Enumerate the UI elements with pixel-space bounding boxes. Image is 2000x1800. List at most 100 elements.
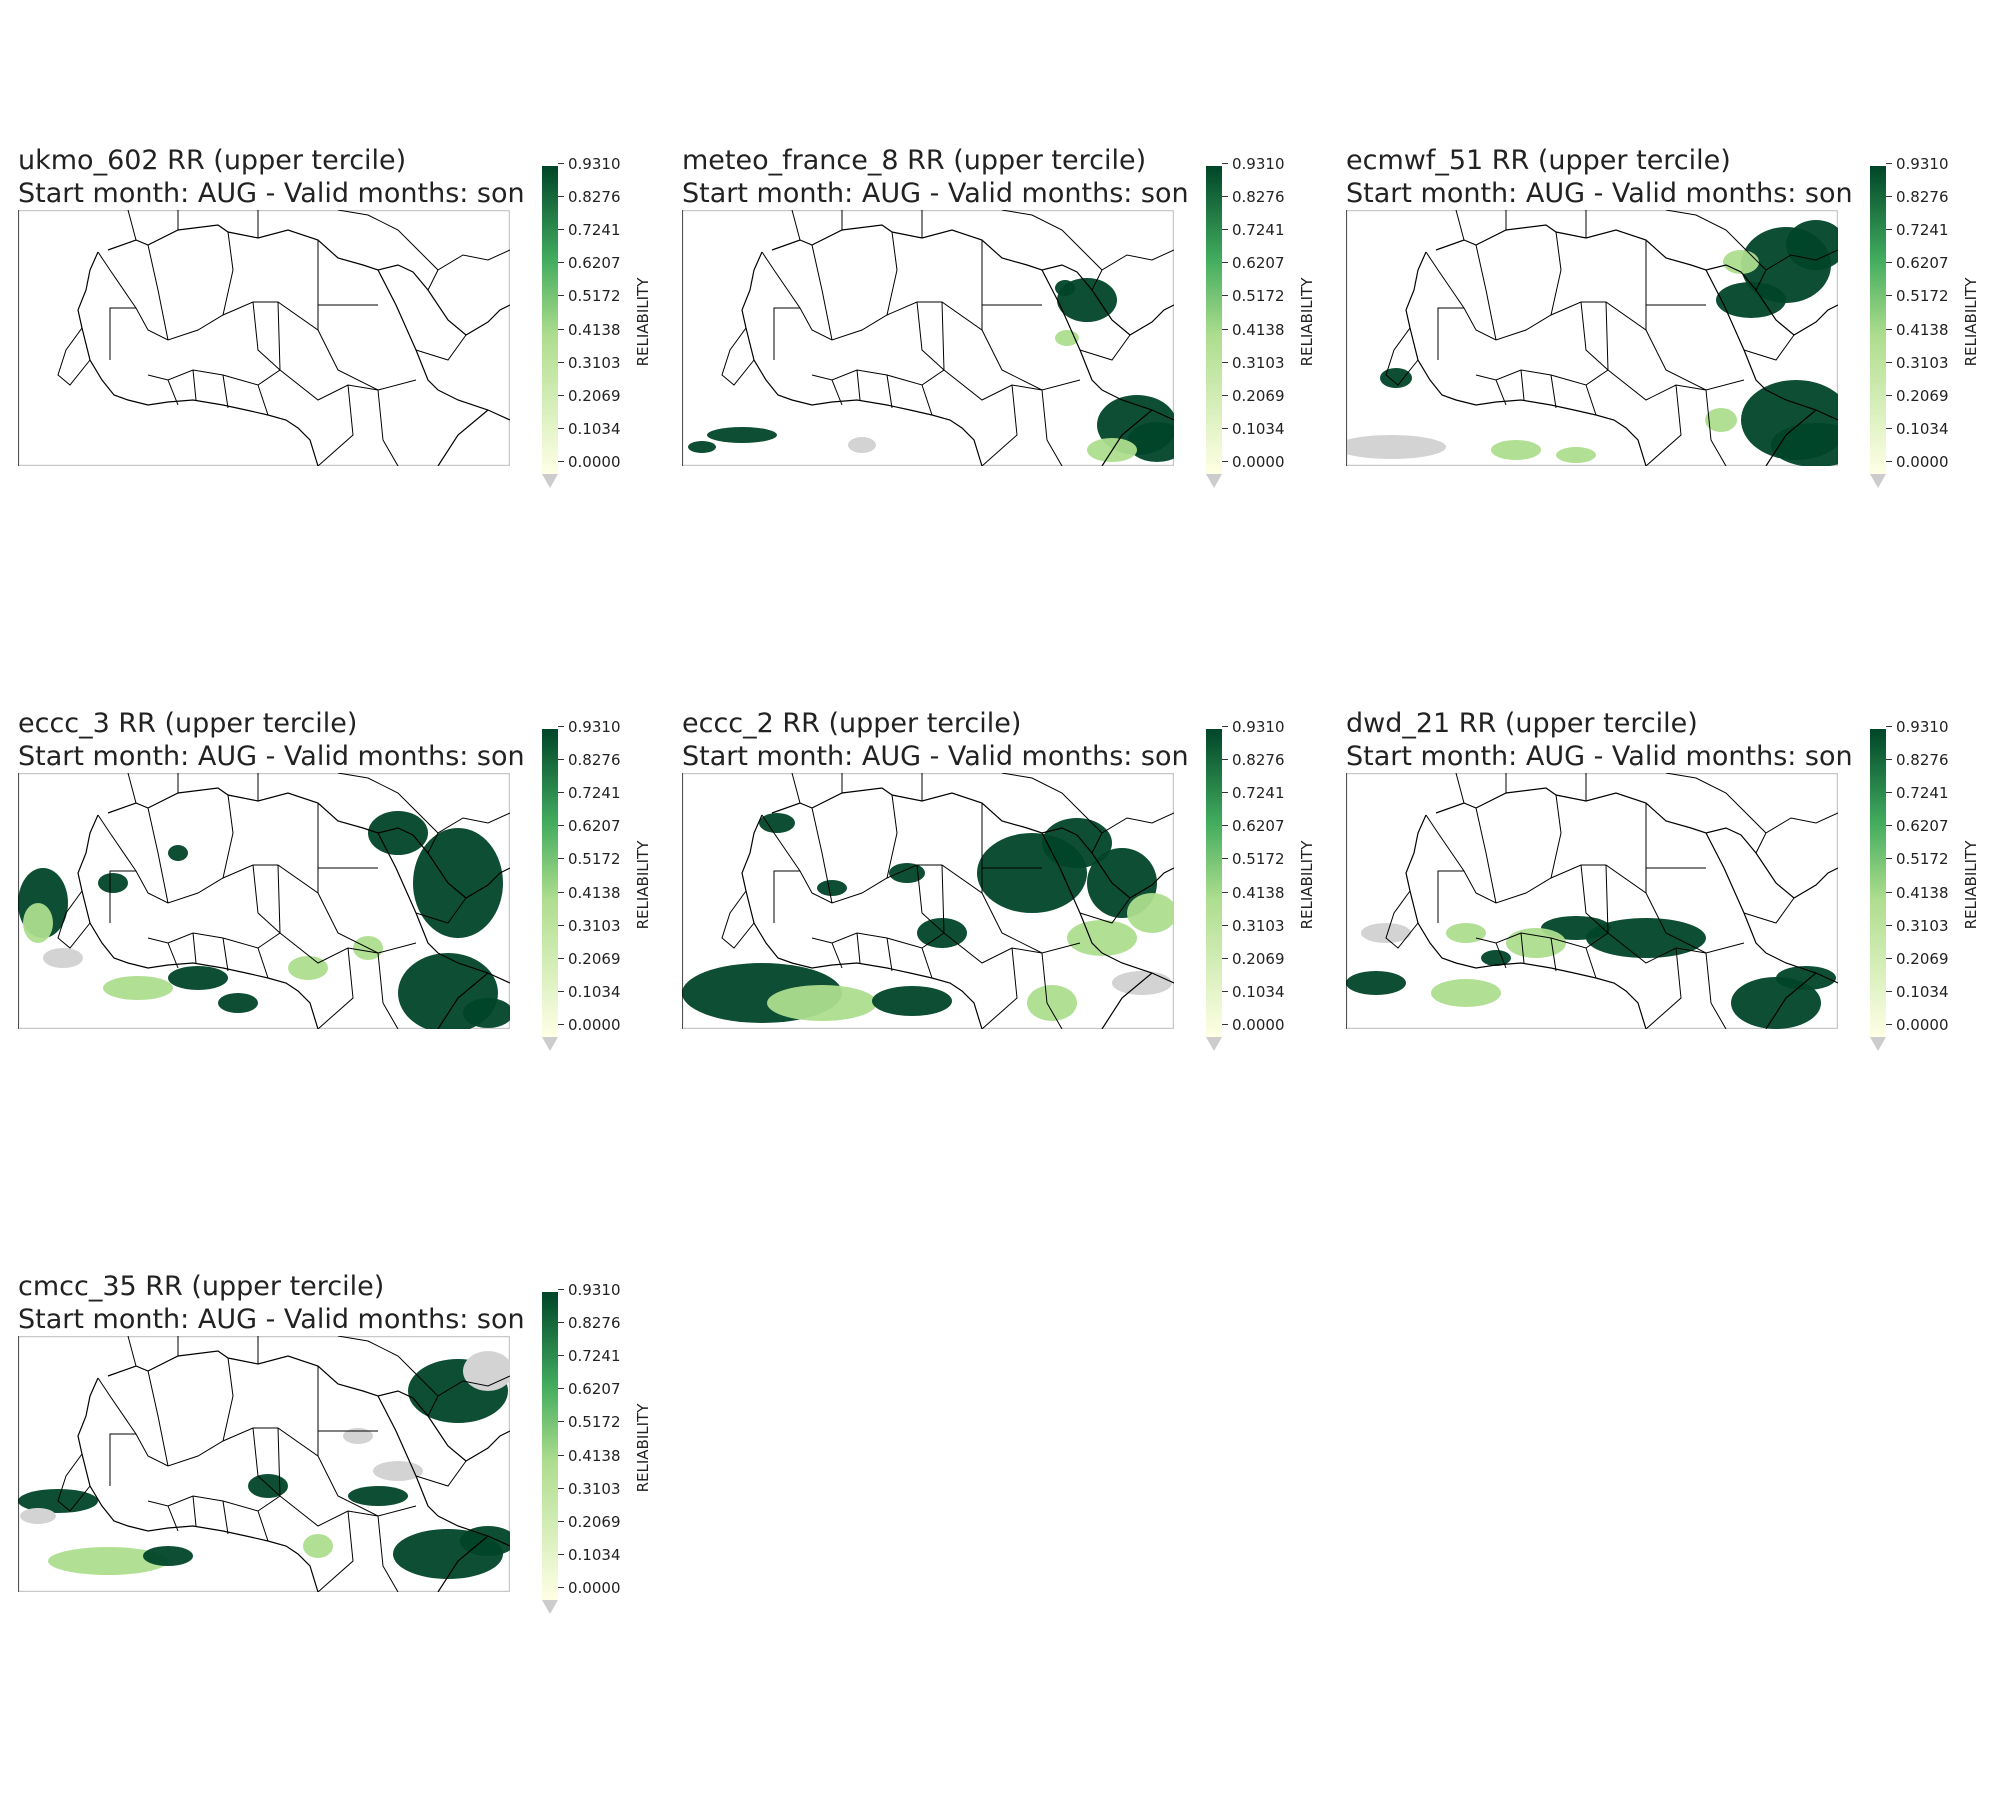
reliability-region: [889, 863, 925, 883]
country-border: [147, 1370, 169, 1467]
country-border: [916, 864, 945, 934]
country-border: [97, 1377, 319, 1467]
reliability-region: [348, 1486, 408, 1506]
country-border: [109, 870, 136, 923]
country-border: [317, 892, 417, 954]
country-border: [1475, 244, 1497, 341]
country-border: [981, 803, 1042, 869]
country-border: [721, 327, 755, 386]
reliability-region: [1027, 985, 1077, 1021]
reliability-region: [1067, 920, 1137, 956]
reliability-region: [1055, 330, 1079, 346]
reliability-region: [413, 828, 503, 938]
colorbar-ticks: 0.0000 0.1034 0.2069 0.3103 0.4138 0.5172 0.62…: [558, 707, 638, 1047]
country-border: [222, 794, 234, 879]
country-border: [57, 327, 91, 386]
reliability-region: [1716, 282, 1786, 318]
colorbar-extend-arrow: [1206, 474, 1222, 488]
country-border: [981, 240, 1042, 306]
country-border: [317, 1510, 399, 1592]
country-border: [811, 807, 833, 904]
map-panel-eccc-3: eccc_3 RR (upper tercile) Start month: AU…: [18, 707, 678, 1147]
country-border: [97, 251, 319, 341]
colorbar-ticks: 0.0000 0.1034 0.2069 0.3103 0.4138 0.5172 0.62…: [558, 144, 638, 484]
reliability-region: [1731, 977, 1821, 1029]
reliability-region: [20, 1508, 56, 1524]
country-border: [1001, 210, 1103, 271]
colorbar-extend-arrow: [1870, 474, 1886, 488]
country-border: [337, 1336, 439, 1397]
panel-title: cmcc_35 RR (upper tercile) Start month: A…: [18, 1271, 525, 1335]
colorbar-extend-arrow: [1870, 1037, 1886, 1051]
country-border: [1580, 301, 1609, 371]
country-border: [1550, 231, 1562, 316]
colorbar-label: RELIABILITY: [634, 840, 652, 930]
country-border: [1425, 814, 1647, 904]
colorbar: [1206, 166, 1222, 488]
country-border: [252, 1427, 281, 1497]
country-border: [147, 807, 169, 904]
colorbar-extend-arrow: [542, 474, 558, 488]
reliability-map: [18, 1336, 510, 1592]
country-border: [317, 240, 378, 306]
country-border: [279, 1495, 379, 1527]
reliability-region: [1786, 220, 1838, 270]
country-border: [167, 1495, 269, 1542]
reliability-region: [848, 437, 876, 453]
reliability-region: [817, 880, 847, 896]
country-border: [415, 1460, 467, 1487]
country-border: [317, 1366, 378, 1432]
country-border: [127, 773, 259, 804]
country-border: [981, 892, 1081, 954]
reliability-region: [1042, 818, 1112, 868]
country-border: [1455, 210, 1587, 241]
country-border: [981, 947, 1063, 1029]
reliability-region: [343, 1428, 373, 1444]
reliability-regions: [1346, 220, 1838, 466]
reliability-region: [872, 986, 952, 1016]
colorbar: [542, 166, 558, 488]
colorbar-ticks: 0.0000 0.1034 0.2069 0.3103 0.4138 0.5172 0.62…: [1222, 707, 1302, 1047]
reliability-region: [759, 813, 795, 833]
country-border: [811, 244, 833, 341]
country-border: [1425, 251, 1647, 341]
reliability-region: [303, 1534, 333, 1558]
map-panel-dwd-21: dwd_21 RR (upper tercile) Start month: AU…: [1346, 707, 2000, 1147]
reliability-region: [1346, 435, 1446, 459]
country-border: [1645, 240, 1706, 306]
map-panel-ecmwf-51: ecmwf_51 RR (upper tercile) Start month: …: [1346, 144, 2000, 584]
country-border: [1550, 794, 1562, 879]
country-border: [1495, 369, 1597, 416]
country-border: [337, 210, 439, 271]
reliability-map: [18, 773, 510, 1029]
country-border: [1645, 947, 1727, 1029]
country-border: [109, 307, 136, 360]
colorbar: [542, 729, 558, 1051]
country-border: [1437, 870, 1464, 923]
colorbar: [542, 1292, 558, 1614]
panel-title: dwd_21 RR (upper tercile) Start month: AU…: [1346, 708, 1853, 772]
reliability-region: [43, 948, 83, 968]
country-border: [1755, 249, 1838, 291]
country-border: [1385, 890, 1419, 949]
reliability-region: [168, 845, 188, 861]
reliability-region: [1112, 971, 1172, 995]
country-border: [791, 210, 923, 241]
reliability-region: [373, 1461, 423, 1481]
colorbar: [1870, 166, 1886, 488]
country-border: [252, 301, 281, 371]
colorbar-extend-arrow: [542, 1600, 558, 1614]
reliability-region: [1055, 280, 1075, 296]
country-border: [317, 384, 399, 466]
reliability-map: [1346, 210, 1838, 466]
country-border: [1743, 897, 1795, 924]
reliability-region: [1556, 447, 1596, 463]
country-border: [943, 932, 1043, 964]
country-border: [886, 231, 898, 316]
country-border: [1755, 812, 1838, 854]
reliability-region: [917, 918, 967, 948]
map-panel-ukmo-602: ukmo_602 RR (upper tercile) Start month: …: [18, 144, 678, 584]
country-border: [167, 369, 269, 416]
colorbar-label: RELIABILITY: [634, 1403, 652, 1493]
reliability-region: [1127, 422, 1174, 462]
